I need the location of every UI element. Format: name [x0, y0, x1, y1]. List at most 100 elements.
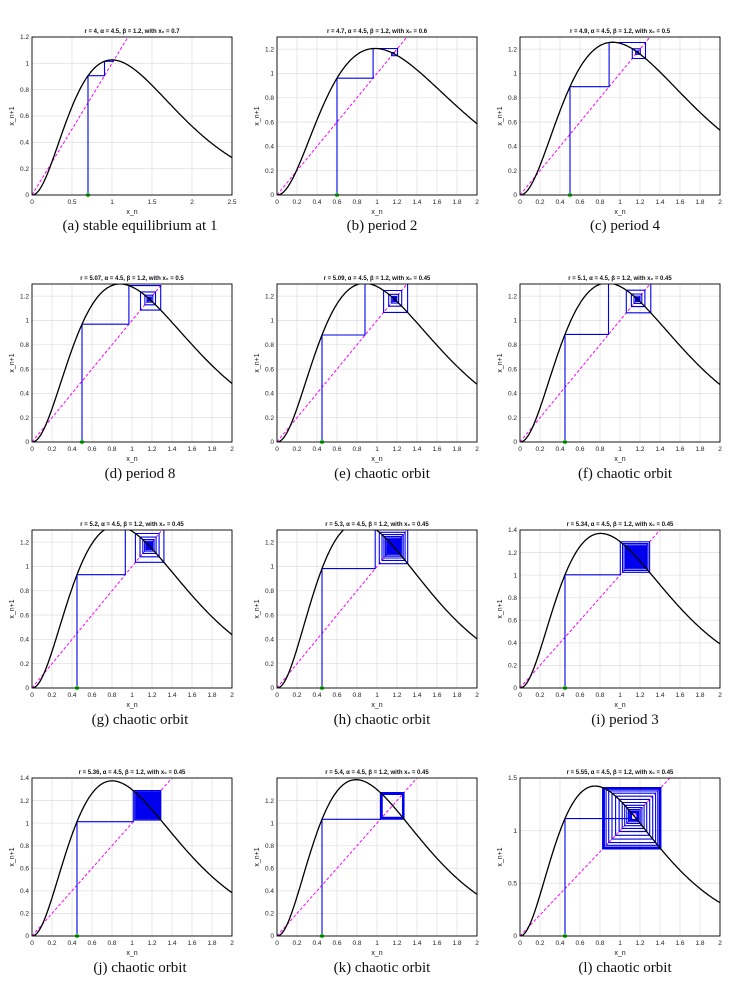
y-tick-label: 0.6 [508, 119, 517, 126]
x-tick-label: 0.4 [312, 692, 321, 699]
y-tick-label: 1.2 [20, 798, 29, 805]
x-tick-label: 1.8 [452, 692, 461, 699]
x-tick-label: 0.2 [47, 940, 56, 947]
y-tick-label: 1.2 [508, 293, 517, 300]
plot-area [32, 530, 232, 688]
map-curve [520, 41, 720, 195]
y-tick-label: 1.5 [508, 775, 517, 782]
diagonal-line [520, 530, 661, 688]
x-axis-label: x_n [371, 702, 382, 709]
x-tick-label: 0.8 [595, 940, 604, 947]
y-tick-label: 1 [513, 572, 517, 579]
x-tick-label: 2 [718, 692, 722, 699]
x-tick-label: 2 [230, 692, 234, 699]
x-tick-label: 1.8 [695, 199, 704, 206]
panel-a: 0 0.5 1 1.5 2 2.5 0 0.2 0.4 0.6 0.8 1 1.2 r = 4, α = … [9, 29, 237, 216]
chart-title: r = 5.4, α = 4.5, β = 1.2, with x₀ = 0.4… [325, 770, 429, 776]
x-tick-label: 0.4 [312, 940, 321, 947]
axes-frame [31, 777, 233, 937]
y-tick-label: 0.6 [265, 865, 274, 872]
x-tick-label: 1.6 [432, 446, 441, 453]
caption-h: (h) chaotic orbit [333, 712, 431, 728]
y-tick-label: 1 [270, 318, 274, 325]
x-tick-label: 1.4 [412, 446, 421, 453]
x-tick-label: 1 [618, 940, 622, 947]
map-curve [277, 779, 477, 936]
panel-b: 0 0.2 0.4 0.6 0.8 1 1.2 1.4 1.6 1.8 2 0 0.2 0.4 0.6 0.8… [254, 29, 479, 216]
x-tick-label: 1.6 [675, 199, 684, 206]
x-tick-label: 0.6 [575, 446, 584, 453]
x-tick-label: 0.8 [107, 446, 116, 453]
y-tick-label: 0.4 [20, 140, 29, 147]
x-tick-label: 1.4 [412, 199, 421, 206]
y-tick-label: 1.2 [508, 46, 517, 53]
caption-f: (f) chaotic orbit [577, 466, 673, 482]
panel-i: 0 0.2 0.4 0.6 0.8 1 1.2 1.4 1.6 1.8 2 0 0.2 0.4 0.6 0.8… [497, 522, 722, 709]
x-tick-label: 0.6 [87, 446, 96, 453]
x-tick-label: 0.2 [292, 940, 301, 947]
x-tick-label: 0.8 [352, 940, 361, 947]
x-tick-label: 2 [230, 446, 234, 453]
y-tick-label: 0.4 [20, 391, 29, 398]
map-curve [32, 780, 232, 936]
map-curve [520, 284, 720, 442]
chart-title: r = 4, α = 4.5, β = 1.2, with x₀ = 0.7 [84, 29, 180, 35]
x-tick-label: 0 [30, 446, 34, 453]
x-tick-label: 0 [275, 446, 279, 453]
plot-area [520, 37, 720, 195]
x-tick-label: 1.6 [187, 940, 196, 947]
y-tick-label: 0.6 [508, 366, 517, 373]
chart-title: r = 5.1, α = 4.5, β = 1.2, with x₀ = 0.4… [568, 276, 672, 282]
y-tick-label: 0 [25, 685, 29, 692]
x-tick-label: 0.8 [595, 692, 604, 699]
x-tick-label: 0.6 [87, 940, 96, 947]
x-tick-label: 0.6 [575, 692, 584, 699]
panel-f: 0 0.2 0.4 0.6 0.8 1 1.2 1.4 1.6 1.8 2 0 0.2 0.4 0.6 0.8… [497, 276, 722, 463]
map-curve [32, 530, 232, 688]
x-tick-label: 0.2 [535, 692, 544, 699]
y-tick-label: 0.4 [265, 391, 274, 398]
y-axis-label: x_n+1 [254, 847, 261, 866]
diagonal-line [277, 530, 408, 688]
cobweb-path [76, 790, 162, 936]
x-axis-label: x_n [614, 209, 625, 216]
x-tick-label: 1 [375, 199, 379, 206]
y-tick-label: 0.8 [265, 843, 274, 850]
diagonal-line [32, 530, 163, 688]
y-tick-label: 0 [513, 685, 517, 692]
x-tick-label: 0.4 [555, 940, 564, 947]
axes-frame [276, 36, 478, 196]
y-tick-label: 0.2 [20, 415, 29, 422]
x-tick-label: 1.4 [655, 199, 664, 206]
x-tick-label: 0 [30, 940, 34, 947]
x-tick-label: 1.8 [207, 940, 216, 947]
y-tick-label: 0.8 [265, 342, 274, 349]
y-tick-label: 0 [513, 192, 517, 199]
x-axis-label: x_n [371, 209, 382, 216]
y-tick-label: 1.2 [265, 798, 274, 805]
axes-frame [519, 36, 721, 196]
y-tick-label: 0.2 [508, 168, 517, 175]
x-tick-label: 1.5 [147, 199, 156, 206]
x-tick-label: 1.4 [655, 692, 664, 699]
y-axis-label: x_n+1 [9, 599, 16, 618]
y-tick-label: 0.6 [265, 612, 274, 619]
y-axis-label: x_n+1 [254, 106, 261, 125]
x-tick-label: 0 [30, 692, 34, 699]
x-tick-label: 0.8 [352, 199, 361, 206]
x-tick-label: 1 [130, 692, 134, 699]
y-tick-label: 0 [270, 192, 274, 199]
y-tick-label: 0 [25, 439, 29, 446]
axes-frame [31, 36, 233, 196]
map-curve [520, 785, 720, 936]
panel-h: 0 0.2 0.4 0.6 0.8 1 1.2 1.4 1.6 1.8 2 0 0.2 0.4 0.6 0.8… [254, 522, 479, 709]
x-tick-label: 0.5 [67, 199, 76, 206]
x-tick-label: 0.4 [312, 446, 321, 453]
y-tick-label: 0.2 [265, 911, 274, 918]
x-tick-label: 1.2 [147, 940, 156, 947]
panel-j: 0 0.2 0.4 0.6 0.8 1 1.2 1.4 1.6 1.8 2 0 0.2 0.4 0.6 0.8… [9, 770, 234, 957]
y-tick-label: 0.8 [20, 588, 29, 595]
x-tick-label: 1.2 [147, 692, 156, 699]
x-tick-label: 1.4 [655, 446, 664, 453]
y-tick-label: 0.4 [508, 144, 517, 151]
